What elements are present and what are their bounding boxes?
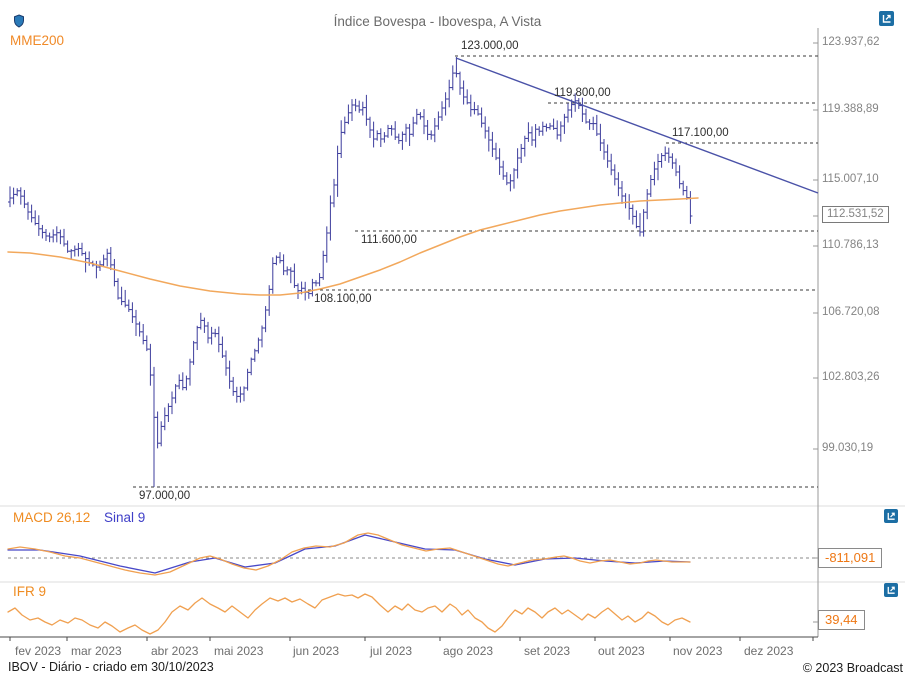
shield-icon	[13, 14, 25, 33]
ifr-label: IFR 9	[13, 584, 47, 599]
price-level-label: 108.100,00	[314, 293, 372, 305]
macd-signal-label: Sinal 9	[104, 510, 146, 525]
price-level-label: 119.800,00	[554, 87, 611, 99]
x-axis-month-label: fev 2023	[15, 644, 62, 658]
y-axis-tick: 106.720,08	[822, 306, 880, 318]
ifr-value-box: 39,44	[818, 610, 865, 630]
price-level-label: 123.000,00	[461, 40, 519, 52]
macd-value-box: -811,091	[818, 548, 883, 568]
macd-label: MACD 26,12	[13, 510, 91, 525]
x-axis-month-label: nov 2023	[673, 644, 723, 658]
x-axis-month-label: ago 2023	[443, 644, 494, 658]
status-bar-text: IBOV - Diário - criado em 30/10/2023	[8, 660, 214, 674]
y-axis-tick: 110.786,13	[822, 239, 879, 251]
expand-macd-icon[interactable]	[884, 509, 898, 523]
expand-ifr-icon[interactable]	[884, 583, 898, 597]
x-axis-month-label: mar 2023	[71, 644, 122, 658]
x-axis-month-label: out 2023	[598, 644, 645, 658]
price-level-label: 117.100,00	[672, 127, 729, 139]
x-axis-month-label: dez 2023	[744, 644, 794, 658]
y-axis-tick: 123.937,62	[822, 36, 880, 48]
x-axis-month-label: abr 2023	[151, 644, 199, 658]
y-axis-tick: 115.007,10	[822, 173, 879, 185]
expand-main-chart-icon[interactable]	[879, 11, 894, 26]
x-axis-month-label: set 2023	[524, 644, 571, 658]
x-axis-month-label: jun 2023	[293, 644, 340, 658]
chart-title: Índice Bovespa - Ibovespa, A Vista	[333, 14, 542, 29]
y-axis-tick: 99.030,19	[822, 442, 874, 454]
price-level-label: 111.600,00	[361, 234, 417, 246]
mme200-legend-label: MME200	[10, 33, 65, 48]
y-axis-tick: 112.531,52	[822, 206, 889, 223]
price-level-label: 97.000,00	[139, 490, 191, 502]
copyright-text: © 2023 Broadcast	[802, 661, 903, 675]
y-axis-tick: 119.388,89	[822, 103, 879, 115]
x-axis-month-label: jul 2023	[370, 644, 413, 658]
y-axis-tick: 102.803,26	[822, 371, 880, 383]
x-axis-month-label: mai 2023	[214, 644, 264, 658]
